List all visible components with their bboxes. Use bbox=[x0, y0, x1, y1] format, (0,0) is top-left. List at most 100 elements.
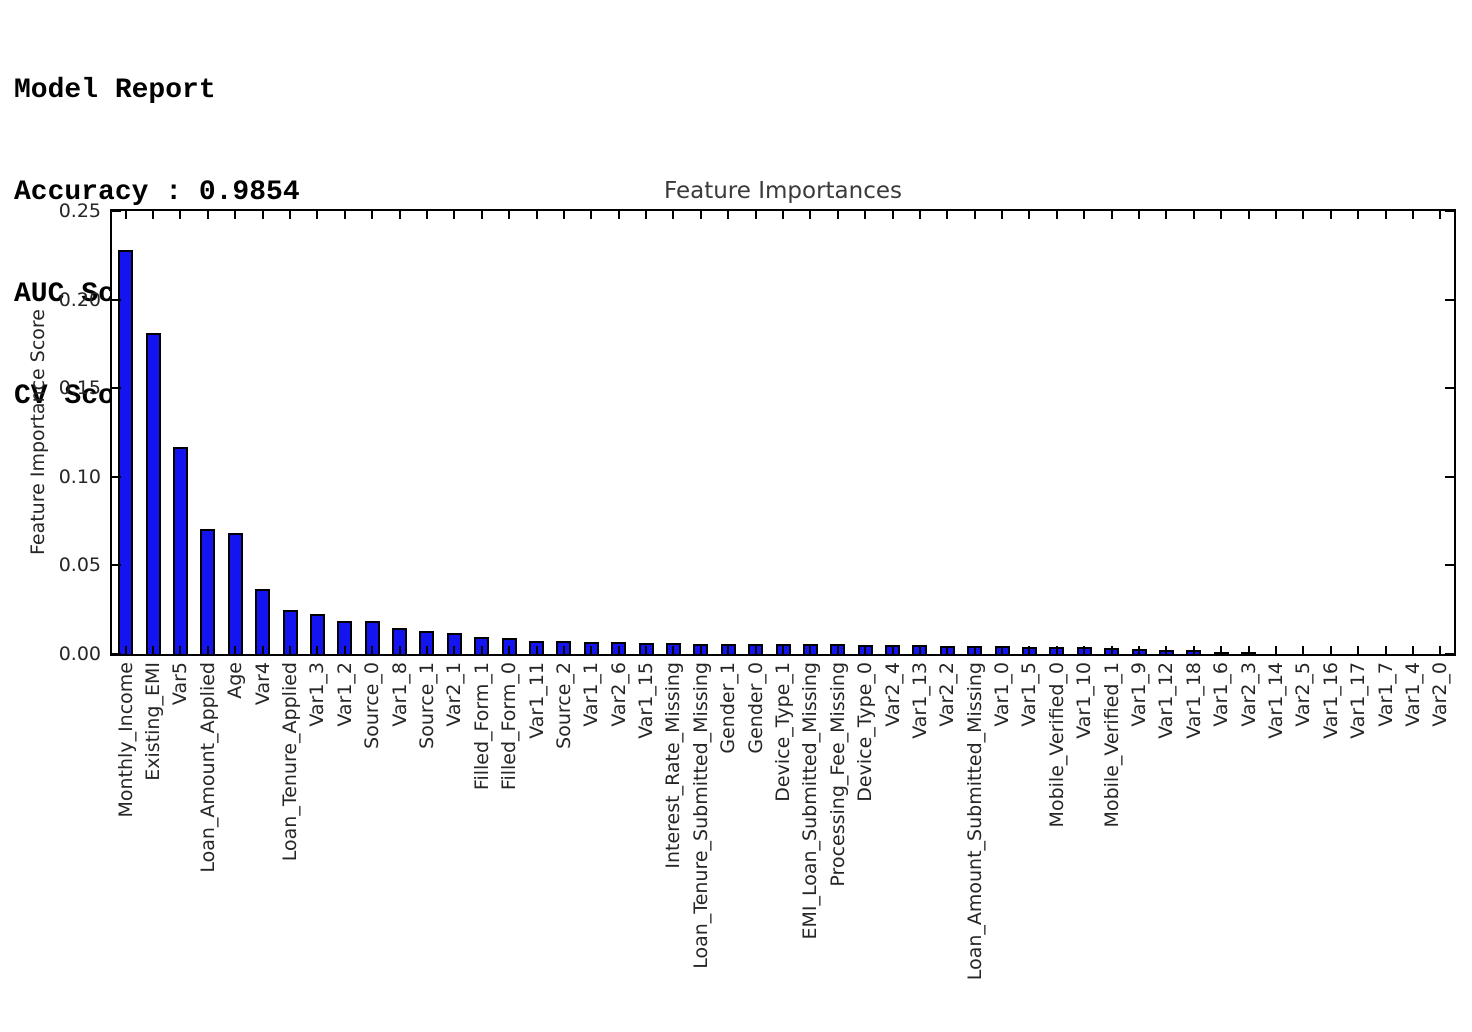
x-tick-label: Var1_11 bbox=[525, 662, 548, 739]
x-tick-label: Var1_12 bbox=[1155, 662, 1178, 739]
x-tick-top bbox=[562, 211, 565, 219]
x-tick-bottom bbox=[645, 646, 648, 654]
bar bbox=[419, 631, 434, 654]
x-tick-label: Mobile_Verified_0 bbox=[1045, 662, 1068, 828]
x-tick-bottom bbox=[206, 646, 209, 654]
x-tick-bottom bbox=[508, 646, 511, 654]
x-tick-top bbox=[398, 211, 401, 219]
y-tick-label: 0.15 bbox=[58, 377, 101, 400]
x-tick-bottom bbox=[1192, 646, 1195, 654]
x-tick-top bbox=[1110, 211, 1113, 219]
x-tick-top bbox=[1220, 211, 1223, 219]
x-tick-label: Var4 bbox=[251, 662, 274, 706]
x-tick-bottom bbox=[152, 646, 155, 654]
x-tick-top bbox=[672, 211, 675, 219]
x-tick-label: Var2_3 bbox=[1237, 662, 1260, 727]
x-tick-label: Var1_10 bbox=[1073, 662, 1096, 739]
x-tick-bottom bbox=[699, 646, 702, 654]
y-tick-right bbox=[1445, 564, 1454, 567]
x-tick-bottom bbox=[535, 646, 538, 654]
x-tick-label: Mobile_Verified_1 bbox=[1100, 662, 1123, 828]
x-tick-top bbox=[1083, 211, 1086, 219]
x-tick-bottom bbox=[1001, 646, 1004, 654]
feature-importances-figure: Feature Importance Score Feature Importa… bbox=[0, 160, 1472, 1032]
x-tick-top bbox=[371, 211, 374, 219]
x-tick-top bbox=[891, 211, 894, 219]
x-tick-bottom bbox=[1329, 646, 1332, 654]
x-tick-bottom bbox=[809, 646, 812, 654]
y-tick-right bbox=[1445, 653, 1454, 655]
x-tick-bottom bbox=[1411, 646, 1414, 654]
x-tick-label: Var1_6 bbox=[1210, 662, 1233, 727]
x-tick-bottom bbox=[617, 646, 620, 654]
x-tick-bottom bbox=[343, 646, 346, 654]
y-tick-left bbox=[112, 298, 121, 301]
x-tick-label: Filled_Form_1 bbox=[470, 662, 493, 791]
x-tick-top bbox=[480, 211, 483, 219]
x-tick-bottom bbox=[425, 646, 428, 654]
x-tick-label: Monthly_Income bbox=[114, 662, 137, 818]
x-tick-bottom bbox=[1439, 646, 1442, 654]
x-tick-top bbox=[1329, 211, 1332, 219]
bar bbox=[447, 633, 462, 654]
x-tick-top bbox=[699, 211, 702, 219]
y-tick-label: 0.05 bbox=[58, 554, 101, 577]
x-tick-top bbox=[1357, 211, 1360, 219]
x-tick-top bbox=[590, 211, 593, 219]
x-tick-label: Var1_16 bbox=[1319, 662, 1342, 739]
x-tick-top bbox=[152, 211, 155, 219]
x-tick-top bbox=[1055, 211, 1058, 219]
x-tick-label: Var1_15 bbox=[635, 662, 658, 739]
y-tick-right bbox=[1445, 475, 1454, 478]
bar bbox=[283, 610, 298, 654]
x-tick-label: EMI_Loan_Submitted_Missing bbox=[799, 662, 822, 940]
report-accuracy-line: Accuracy : 0.9854 bbox=[14, 177, 300, 208]
x-tick-top bbox=[316, 211, 319, 219]
y-tick-label: 0.00 bbox=[58, 643, 101, 665]
x-tick-bottom bbox=[289, 646, 292, 654]
x-tick-top bbox=[124, 211, 127, 219]
x-tick-top bbox=[289, 211, 292, 219]
x-tick-bottom bbox=[1274, 646, 1277, 654]
y-tick-left bbox=[112, 210, 121, 212]
y-axis-label: Feature Importance Score bbox=[27, 309, 49, 555]
x-tick-top bbox=[973, 211, 976, 219]
y-tick-right bbox=[1445, 387, 1454, 390]
x-tick-top bbox=[179, 211, 182, 219]
x-tick-top bbox=[535, 211, 538, 219]
x-tick-top bbox=[234, 211, 237, 219]
x-tick-label: Filled_Form_0 bbox=[498, 662, 521, 791]
x-tick-top bbox=[453, 211, 456, 219]
x-tick-top bbox=[809, 211, 812, 219]
x-tick-top bbox=[261, 211, 264, 219]
bar bbox=[118, 250, 133, 654]
x-tick-top bbox=[617, 211, 620, 219]
x-tick-label: Source_0 bbox=[361, 662, 384, 749]
x-tick-bottom bbox=[727, 646, 730, 654]
bar bbox=[228, 533, 243, 654]
x-tick-bottom bbox=[1083, 646, 1086, 654]
plot-area: Feature Importances 0.00 0.05 0.10 0.15 0.20… bbox=[59, 178, 1456, 980]
x-tick-bottom bbox=[480, 646, 483, 654]
x-tick-bottom bbox=[1384, 646, 1387, 654]
x-tick-bottom bbox=[562, 646, 565, 654]
x-tick-top bbox=[727, 211, 730, 219]
x-tick-top bbox=[1247, 211, 1250, 219]
x-tick-label: Loan_Tenure_Applied bbox=[279, 662, 302, 862]
x-tick-bottom bbox=[672, 646, 675, 654]
x-tick-label: Gender_0 bbox=[744, 662, 767, 754]
x-tick-label: Var2_2 bbox=[936, 662, 959, 727]
x-tick-bottom bbox=[590, 646, 593, 654]
x-tick-bottom bbox=[973, 646, 976, 654]
x-tick-label: Var1_18 bbox=[1182, 662, 1205, 739]
bar bbox=[337, 621, 352, 654]
x-tick-top bbox=[1439, 211, 1442, 219]
x-tick-bottom bbox=[836, 646, 839, 654]
x-tick-top bbox=[946, 211, 949, 219]
bar bbox=[365, 621, 380, 654]
bar bbox=[200, 529, 215, 654]
x-tick-label: Var1_13 bbox=[908, 662, 931, 739]
x-tick-bottom bbox=[946, 646, 949, 654]
x-tick-label: Var1_8 bbox=[388, 662, 411, 727]
